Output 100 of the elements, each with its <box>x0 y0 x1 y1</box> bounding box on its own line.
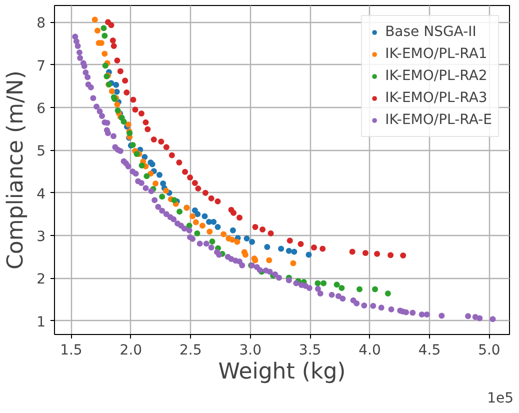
point <box>298 241 304 248</box>
point <box>194 230 200 236</box>
legend-label: Base NSGA-II <box>385 24 476 40</box>
point <box>102 32 108 39</box>
x-tick-label: 5.0 <box>478 342 500 358</box>
point <box>314 280 321 286</box>
point <box>252 224 258 230</box>
y-tick-label: 1 <box>36 314 46 330</box>
point <box>163 144 170 150</box>
x-tick-label: 2.0 <box>120 342 142 358</box>
point <box>206 228 213 235</box>
point <box>134 151 140 157</box>
x-tick-label: 4.0 <box>358 342 381 358</box>
point <box>195 186 202 192</box>
legend-label: IK-EMO/PL-RA-E <box>385 112 492 128</box>
point <box>138 110 144 116</box>
point <box>202 190 208 196</box>
point <box>244 235 250 242</box>
point <box>150 136 157 142</box>
point <box>388 252 394 258</box>
point <box>334 282 340 288</box>
point <box>214 198 221 204</box>
point <box>194 211 201 218</box>
y-tick-label: 3 <box>36 229 46 245</box>
point <box>192 180 198 186</box>
point <box>108 88 115 94</box>
point <box>290 260 296 266</box>
point <box>199 222 206 229</box>
x-tick-label: 3.0 <box>239 342 262 358</box>
point <box>286 248 292 254</box>
point <box>192 219 199 226</box>
point <box>229 236 236 243</box>
point <box>356 286 363 292</box>
point <box>202 213 208 220</box>
point <box>220 231 227 238</box>
point <box>124 90 130 96</box>
point <box>122 78 128 84</box>
y-tick-label: 6 <box>36 100 46 117</box>
point <box>234 238 240 245</box>
point <box>138 162 145 169</box>
x-tick-label: 2.5 <box>180 342 202 358</box>
point <box>130 96 136 103</box>
point <box>236 214 242 221</box>
x-tick-label: 4.5 <box>418 342 441 358</box>
point <box>182 168 188 175</box>
y-tick-label: 7 <box>36 58 46 74</box>
point <box>286 238 293 244</box>
point <box>372 286 378 292</box>
point <box>120 118 127 125</box>
legend-label: IK-EMO/PL-RA3 <box>385 90 488 106</box>
x-tick-label: 3.5 <box>298 342 322 358</box>
point <box>110 37 116 44</box>
point <box>230 227 236 234</box>
point <box>152 180 159 186</box>
point <box>384 290 391 297</box>
text: 1e5 <box>487 390 514 406</box>
point <box>291 248 298 255</box>
point <box>349 248 356 255</box>
point <box>266 257 272 264</box>
point <box>168 152 175 158</box>
point <box>311 244 318 250</box>
legend-label: IK-EMO/PL-RA2 <box>385 68 488 84</box>
legend-label: IK-EMO/PL-RA1 <box>385 46 488 62</box>
point <box>144 126 151 132</box>
point <box>144 173 150 180</box>
x-tick-label: 1.5 <box>60 342 82 358</box>
point <box>102 62 108 69</box>
y-tick-label: 4 <box>36 186 46 202</box>
point <box>268 230 274 236</box>
point <box>163 188 170 194</box>
point <box>338 284 345 291</box>
point <box>158 138 164 145</box>
point <box>171 197 178 204</box>
point <box>113 82 120 88</box>
point <box>214 224 221 230</box>
point <box>362 250 368 256</box>
point <box>102 50 108 57</box>
point <box>142 119 149 126</box>
point <box>114 58 120 64</box>
point <box>108 22 114 28</box>
point <box>400 252 406 259</box>
point <box>264 244 270 250</box>
point <box>176 160 182 166</box>
x-axis-title: Weight (kg) <box>218 360 346 384</box>
point <box>242 252 248 258</box>
point <box>132 106 138 113</box>
point <box>210 218 217 225</box>
point <box>100 25 107 32</box>
point <box>156 172 162 178</box>
point <box>306 252 312 258</box>
y-tick-label: 8 <box>36 16 46 32</box>
point <box>114 107 121 114</box>
y-tick-label: 2 <box>36 272 46 288</box>
point <box>187 174 194 180</box>
point <box>117 68 124 74</box>
point <box>230 210 237 216</box>
point <box>159 194 166 200</box>
point <box>110 43 117 50</box>
point <box>92 16 98 23</box>
point <box>209 238 216 244</box>
